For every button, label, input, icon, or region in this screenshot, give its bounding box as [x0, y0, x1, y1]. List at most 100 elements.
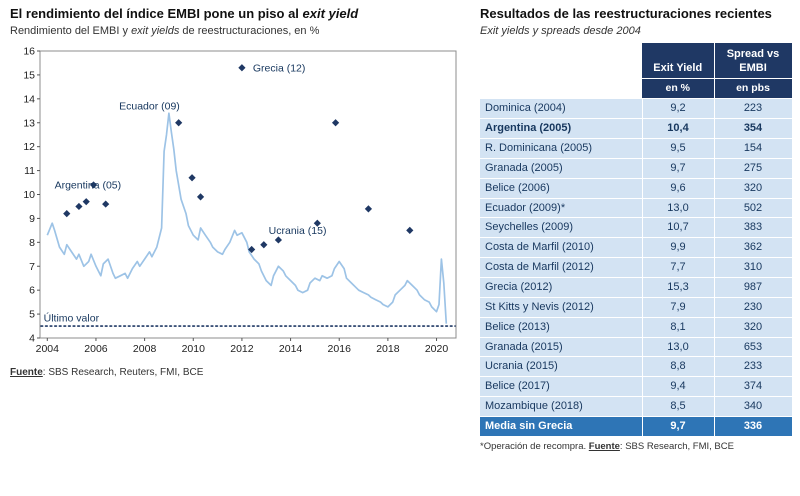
- table-subtitle: Exit yields y spreads desde 2004: [480, 25, 641, 38]
- row-exit-yield: 9,6: [642, 178, 715, 199]
- x-tick-label: 2010: [182, 343, 206, 355]
- chart-subtitle-text: Rendimiento del EMBI y: [10, 25, 132, 38]
- row-exit-yield: 9,5: [642, 138, 715, 159]
- chart-annotation: Último valor: [44, 311, 100, 324]
- table-row: Belice (2013) 8,1 320: [480, 317, 793, 338]
- row-spread: 275: [714, 158, 793, 179]
- row-label: Argentina (2005): [480, 118, 643, 140]
- exit-yield-point: [175, 118, 183, 126]
- row-spread: 336: [714, 416, 793, 437]
- table-panel: Resultados de las reestructuraciones rec…: [480, 6, 793, 452]
- col-header-spread: Spread vs EMBI: [714, 42, 793, 80]
- y-tick-label: 15: [23, 69, 35, 81]
- row-spread: 233: [714, 356, 793, 378]
- row-spread: 230: [714, 297, 793, 318]
- row-label: Dominica (2004): [480, 98, 643, 120]
- row-label: Belice (2013): [480, 317, 643, 338]
- row-exit-yield: 13,0: [642, 198, 715, 219]
- table-header-row: Exit Yield Spread vs EMBI: [480, 42, 793, 80]
- chart-subtitle-italic: exit yields: [131, 25, 180, 38]
- exit-yield-point: [188, 173, 196, 181]
- chart-annotation: Ucrania (15): [269, 225, 327, 237]
- chart-title-text: El rendimiento del índice EMBI pone un p…: [10, 6, 303, 21]
- row-label: Grecia (2012): [480, 277, 643, 298]
- footnote-fuente-label: Fuente: [588, 440, 620, 452]
- row-label: Seychelles (2009): [480, 217, 643, 239]
- exit-yield-point: [75, 202, 83, 210]
- row-spread: 383: [714, 217, 793, 239]
- exit-yield-point: [82, 197, 90, 205]
- row-exit-yield: 8,8: [642, 356, 715, 378]
- table-corner-cell: [480, 78, 642, 99]
- y-tick-label: 9: [29, 212, 35, 224]
- row-label: R. Dominicana (2005): [480, 138, 643, 159]
- exit-yield-point: [331, 118, 340, 126]
- y-tick-label: 14: [23, 93, 35, 105]
- row-spread: 340: [714, 396, 793, 417]
- chart-annotation: Argentina (05): [55, 179, 122, 191]
- row-label: St Kitts y Nevis (2012): [480, 297, 643, 318]
- subheader-exit-yield-unit: en %: [642, 78, 715, 100]
- table-row: Costa de Marfil (2012) 7,7 310: [480, 257, 793, 278]
- table-row: Granada (2005) 9,7 275: [480, 158, 793, 179]
- row-exit-yield: 13,0: [642, 337, 715, 358]
- row-spread: 362: [714, 237, 793, 259]
- table-row: Argentina (2005) 10,4 354: [480, 118, 793, 140]
- table-row: Dominica (2004) 9,2 223: [480, 98, 793, 120]
- row-spread: 653: [714, 337, 793, 358]
- chart-source: Fuente: SBS Research, Reuters, FMI, BCE: [10, 367, 470, 378]
- exit-yield-point: [313, 219, 321, 227]
- row-exit-yield: 9,4: [642, 376, 715, 398]
- source-text: : SBS Research, Reuters, FMI, BCE: [42, 366, 204, 378]
- x-tick-label: 2014: [279, 343, 303, 355]
- subheader-spread-unit: en pbs: [714, 78, 793, 100]
- chart-title-italic: exit yield: [302, 6, 359, 21]
- row-spread: 223: [714, 98, 793, 120]
- row-spread: 320: [714, 317, 793, 338]
- row-exit-yield: 15,3: [642, 277, 715, 298]
- x-tick-label: 2008: [133, 343, 157, 355]
- y-tick-label: 7: [29, 260, 35, 272]
- row-exit-yield: 9,7: [642, 416, 715, 437]
- row-spread: 502: [714, 198, 793, 219]
- row-exit-yield: 9,2: [642, 98, 715, 120]
- table-title: Resultados de las reestructuraciones rec…: [480, 6, 772, 21]
- row-label: Media sin Grecia: [480, 416, 643, 437]
- row-exit-yield: 9,9: [642, 237, 715, 259]
- exit-yield-point: [364, 204, 373, 212]
- table-row: Grecia (2012) 15,3 987: [480, 277, 793, 298]
- embi-chart: 4 5 6 7 8 9 10 11 12 13 14 15 16 2004 2006 2008 2010 2012…: [23, 45, 457, 355]
- exit-yield-point: [63, 209, 71, 217]
- y-tick-label: 10: [23, 189, 35, 201]
- y-tick-label: 5: [29, 308, 35, 320]
- row-exit-yield: 10,7: [642, 217, 715, 239]
- chart-title: El rendimiento del índice EMBI pone un p…: [10, 6, 470, 22]
- row-label: Costa de Marfil (2010): [480, 237, 643, 259]
- row-exit-yield: 7,7: [642, 257, 715, 278]
- x-tick-label: 2018: [376, 343, 400, 355]
- table-row: R. Dominicana (2005) 9,5 154: [480, 138, 793, 159]
- x-tick-label: 2020: [425, 343, 449, 355]
- row-label: Granada (2015): [480, 337, 643, 358]
- restructurings-table: Exit Yield Spread vs EMBI en % en pbs Do…: [480, 42, 793, 437]
- row-exit-yield: 7,9: [642, 297, 715, 318]
- exit-yield-point: [196, 192, 205, 201]
- x-tick-label: 2006: [84, 343, 108, 355]
- embi-line: [46, 111, 448, 324]
- y-tick-label: 4: [29, 332, 35, 344]
- table-row: Mozambique (2018) 8,5 340: [480, 396, 793, 417]
- row-spread: 310: [714, 257, 793, 278]
- source-label: Fuente: [10, 366, 43, 378]
- x-tick-label: 2012: [230, 343, 254, 355]
- plot-frame: [39, 50, 457, 339]
- table-row: St Kitts y Nevis (2012) 7,9 230: [480, 297, 793, 318]
- exit-yield-point: [248, 245, 256, 253]
- y-tick-label: 6: [29, 284, 35, 296]
- exit-yield-point: [274, 235, 283, 244]
- row-spread: 374: [714, 376, 793, 398]
- y-tick-label: 8: [29, 236, 35, 248]
- chart-subtitle: Rendimiento del EMBI y exit yields de re…: [10, 24, 470, 38]
- footnote-source-text: : SBS Research, FMI, BCE: [619, 440, 734, 452]
- table-corner-cell: [480, 42, 642, 79]
- table-row: Ecuador (2009)* 13,0 502: [480, 198, 793, 219]
